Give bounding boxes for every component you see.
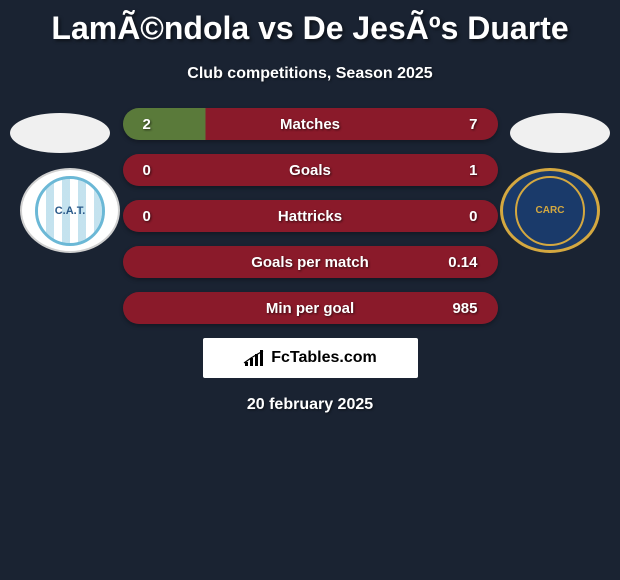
stat-value-right: 7 bbox=[438, 116, 478, 133]
stat-row: Goals per match 0.14 bbox=[123, 246, 498, 278]
stat-label: Goals bbox=[289, 162, 331, 179]
stat-value-right: 0.14 bbox=[438, 254, 478, 271]
main-area: C.A.T. CARC 2 Matches 7 0 Goals 1 0 Hattricks 0 G… bbox=[0, 108, 620, 414]
comparison-title: LamÃ©ndola vs De JesÃºs Duarte bbox=[0, 0, 620, 47]
stat-label: Goals per match bbox=[251, 254, 369, 271]
club-badge-left-inner: C.A.T. bbox=[35, 176, 105, 246]
stat-label: Min per goal bbox=[266, 300, 354, 317]
player-avatar-left bbox=[10, 113, 110, 153]
stat-value-left: 2 bbox=[143, 116, 183, 133]
club-badge-right-inner: CARC bbox=[515, 176, 585, 246]
watermark-box: FcTables.com bbox=[203, 338, 418, 378]
club-badge-right-text: CARC bbox=[536, 205, 565, 216]
stat-row: 0 Goals 1 bbox=[123, 154, 498, 186]
club-badge-left: C.A.T. bbox=[20, 168, 120, 253]
watermark-text: FcTables.com bbox=[271, 349, 377, 367]
stat-label: Hattricks bbox=[278, 208, 342, 225]
stats-container: 2 Matches 7 0 Goals 1 0 Hattricks 0 Goals per mat… bbox=[123, 108, 498, 324]
stat-row: Min per goal 985 bbox=[123, 292, 498, 324]
comparison-subtitle: Club competitions, Season 2025 bbox=[0, 65, 620, 83]
stat-value-right: 985 bbox=[438, 300, 478, 317]
club-badge-left-outer: C.A.T. bbox=[20, 168, 120, 253]
chart-icon bbox=[243, 348, 267, 368]
stat-label: Matches bbox=[280, 116, 340, 133]
player-avatar-right bbox=[510, 113, 610, 153]
stat-value-right: 1 bbox=[438, 162, 478, 179]
stat-value-left: 0 bbox=[143, 208, 183, 225]
stat-value-left: 0 bbox=[143, 162, 183, 179]
club-badge-left-text: C.A.T. bbox=[55, 205, 86, 217]
stat-value-right: 0 bbox=[438, 208, 478, 225]
comparison-date: 20 february 2025 bbox=[0, 396, 620, 414]
stat-row: 2 Matches 7 bbox=[123, 108, 498, 140]
stat-row: 0 Hattricks 0 bbox=[123, 200, 498, 232]
club-badge-right: CARC bbox=[500, 168, 600, 253]
club-badge-right-outer: CARC bbox=[500, 168, 600, 253]
